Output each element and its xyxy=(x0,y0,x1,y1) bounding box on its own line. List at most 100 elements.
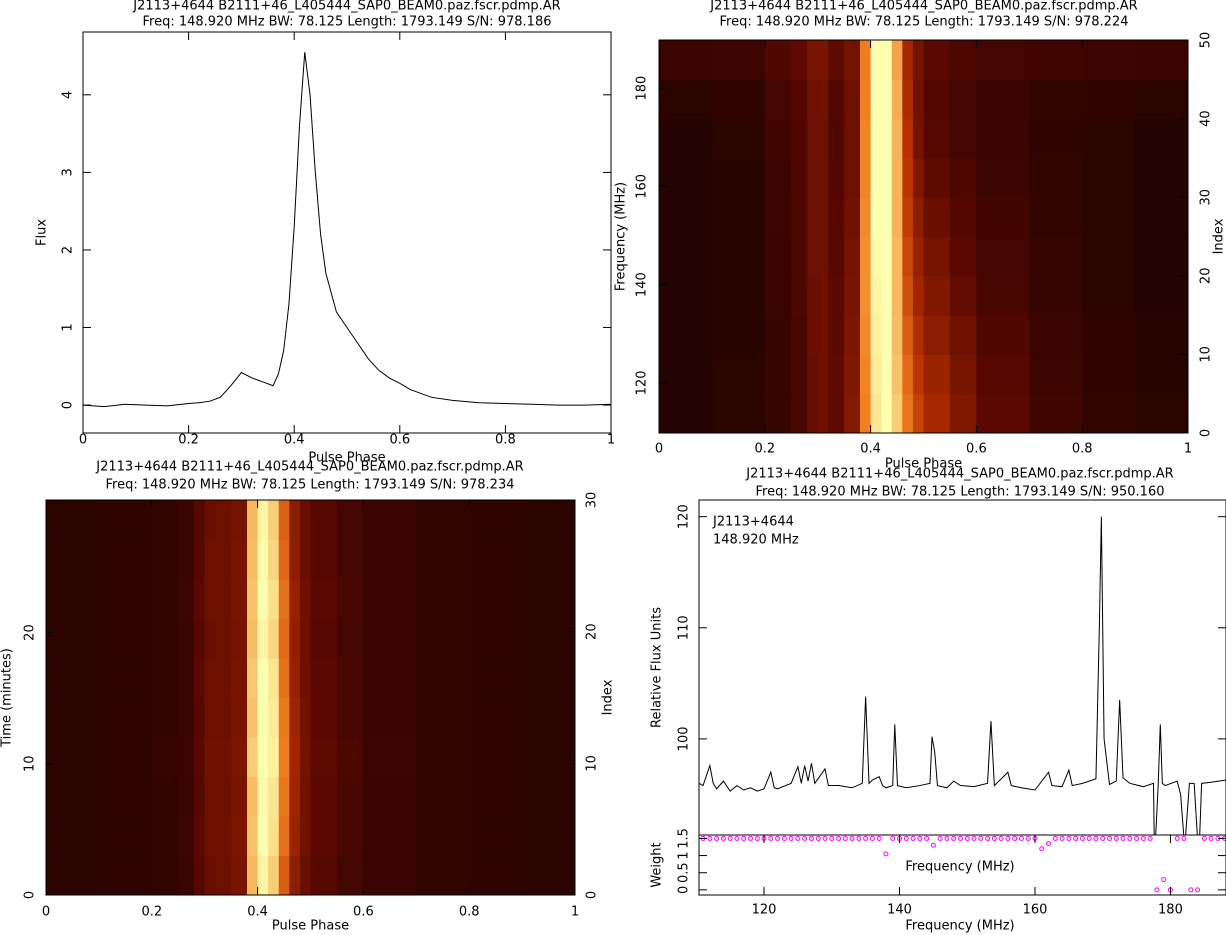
heatmap-cell xyxy=(844,118,861,159)
heatmap-cell xyxy=(764,40,792,80)
heatmap-cell xyxy=(828,197,845,238)
heatmap-cell xyxy=(659,236,713,277)
heatmap-cell xyxy=(278,658,290,699)
heatmap-cell xyxy=(764,315,792,355)
heatmap-cell xyxy=(289,697,301,738)
heatmap-cell xyxy=(336,816,364,857)
weight-point xyxy=(1066,835,1072,841)
heatmap-cell xyxy=(976,40,1030,80)
heatmap-cell xyxy=(881,118,893,159)
heatmap-cell xyxy=(1082,236,1136,277)
heatmap-cell xyxy=(522,737,575,778)
heatmap-cell xyxy=(299,658,312,699)
heatmap-cell xyxy=(336,737,364,778)
heatmap-cell xyxy=(151,500,179,541)
heatmap-cell xyxy=(1029,315,1083,355)
heatmap-cell xyxy=(215,618,232,659)
annotation: J2113+4644 xyxy=(712,515,794,530)
heatmap-cell xyxy=(178,737,195,778)
heatmap-cell xyxy=(289,539,301,580)
heatmap-cell xyxy=(278,816,290,857)
heatmap-cell xyxy=(257,737,269,778)
y-tick-label: 120 xyxy=(635,370,650,395)
heatmap-cell xyxy=(98,658,153,699)
heatmap-cell xyxy=(98,697,153,738)
heatmap-cell xyxy=(363,697,417,738)
x-axis-label: Pulse Phase xyxy=(885,457,962,472)
heatmap-cell xyxy=(247,658,259,699)
heatmap-cell xyxy=(817,40,829,80)
heatmap-cell xyxy=(844,393,861,433)
heatmap-cell xyxy=(469,539,523,580)
heatmap-cell xyxy=(844,79,861,120)
x-tick-label: 0 xyxy=(655,442,663,457)
heatmap-cell xyxy=(902,393,914,433)
heatmap-cell xyxy=(310,697,338,738)
heatmap-cell xyxy=(278,776,290,817)
heatmap-cell xyxy=(912,79,925,120)
heatmap-cell xyxy=(299,618,312,659)
heatmap-cell xyxy=(257,855,269,895)
x-tick-label: 140 xyxy=(887,903,912,918)
heatmap-cell xyxy=(912,40,925,80)
heatmap-cell xyxy=(215,658,232,699)
weight-point xyxy=(808,835,814,841)
weight-point xyxy=(815,835,821,841)
heatmap-cell xyxy=(231,500,248,541)
heatmap-cell xyxy=(764,275,792,316)
weight-point xyxy=(1052,835,1058,841)
x-tick-label: 0.2 xyxy=(754,442,775,457)
heatmap-cell xyxy=(46,658,100,699)
heatmap-cell xyxy=(46,618,100,659)
heatmap-cell xyxy=(336,776,364,817)
heatmap-cell xyxy=(231,539,248,580)
heatmap-cell xyxy=(764,354,792,395)
heatmap-cell xyxy=(817,197,829,238)
heatmap-cell xyxy=(215,579,232,620)
y-tick-label: 0 xyxy=(61,401,76,409)
weight-point xyxy=(930,842,936,848)
heatmap-cell xyxy=(522,776,575,817)
y-tick-label: 100 xyxy=(677,726,692,751)
heatmap-cell xyxy=(204,658,216,699)
heatmap-cell xyxy=(98,618,153,659)
heatmap-cell xyxy=(659,79,713,120)
heatmap-cell xyxy=(976,118,1030,159)
heatmap-cell xyxy=(1135,40,1188,80)
y-tick-label: 2 xyxy=(61,246,76,254)
heatmap-cell xyxy=(1082,197,1136,238)
heatmap-cell xyxy=(257,618,269,659)
heatmap-cell xyxy=(764,393,792,433)
heatmap-cell xyxy=(310,618,338,659)
heatmap-cell xyxy=(363,618,417,659)
heatmap-cell xyxy=(178,816,195,857)
heatmap-cell xyxy=(204,816,216,857)
heatmap-cell xyxy=(912,354,925,395)
heatmap-cell xyxy=(247,737,259,778)
heatmap-cell xyxy=(310,539,338,580)
weight-point xyxy=(985,835,991,841)
heatmap-cell xyxy=(336,539,364,580)
heatmap-cell xyxy=(204,539,216,580)
heatmap-cell xyxy=(860,40,872,80)
heatmap-cell xyxy=(1082,157,1136,198)
y-tick-label: 3 xyxy=(61,168,76,176)
y-tick-label: 0 xyxy=(23,891,38,899)
heatmap-cell xyxy=(902,275,914,316)
heatmap-cell xyxy=(299,776,312,817)
x-tick-label: 0.6 xyxy=(389,433,410,448)
heatmap-cell xyxy=(923,354,951,395)
weight-point xyxy=(1005,835,1011,841)
weight-point xyxy=(768,835,774,841)
heatmap-cell xyxy=(257,539,269,580)
heatmap-cell xyxy=(844,315,861,355)
heatmap-cell xyxy=(522,500,575,541)
weight-point xyxy=(856,835,862,841)
heatmap-cell xyxy=(844,236,861,277)
heatmap-cell xyxy=(98,816,153,857)
heatmap-cell xyxy=(194,697,206,738)
heatmap-cell xyxy=(416,855,470,895)
heatmap-cell xyxy=(870,354,882,395)
heatmap-cell xyxy=(1082,40,1136,80)
heatmap-cell xyxy=(711,118,766,159)
